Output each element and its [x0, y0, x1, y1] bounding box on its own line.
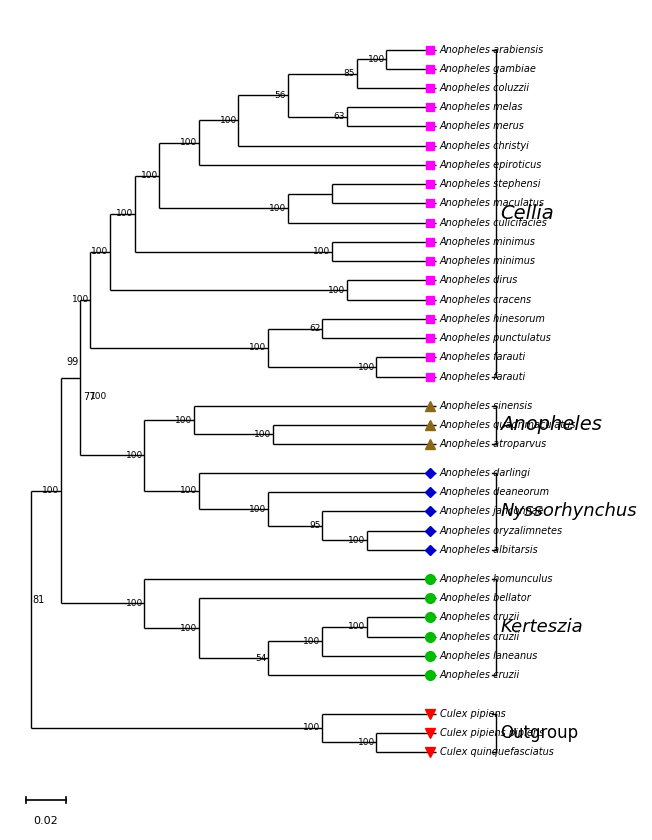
Text: Anopheles gambiae: Anopheles gambiae — [439, 64, 537, 74]
Text: Anopheles merus: Anopheles merus — [439, 122, 524, 132]
Text: 100: 100 — [348, 622, 365, 632]
Text: 56: 56 — [274, 91, 286, 100]
Text: Anopheles dirus: Anopheles dirus — [439, 276, 518, 286]
Text: Anopheles melas: Anopheles melas — [439, 102, 523, 113]
Text: 100: 100 — [303, 637, 321, 646]
Text: 100: 100 — [220, 116, 237, 125]
Text: 100: 100 — [314, 247, 331, 256]
Text: 95: 95 — [309, 522, 321, 530]
Text: 77: 77 — [83, 392, 95, 402]
Text: Culex pipiens: Culex pipiens — [439, 708, 505, 718]
Text: Culex pipiens pipiens: Culex pipiens pipiens — [439, 727, 544, 738]
Text: Anopheles farauti: Anopheles farauti — [439, 353, 526, 362]
Text: Anopheles cruzii: Anopheles cruzii — [439, 632, 520, 642]
Text: Anopheles punctulatus: Anopheles punctulatus — [439, 333, 552, 344]
Text: Anopheles coluzzii: Anopheles coluzzii — [439, 83, 529, 93]
Text: 100: 100 — [116, 209, 133, 218]
Text: Anopheles janconnae: Anopheles janconnae — [439, 507, 544, 517]
Text: 54: 54 — [255, 654, 267, 663]
Text: Anopheles epiroticus: Anopheles epiroticus — [439, 160, 542, 170]
Text: Anopheles cruzii: Anopheles cruzii — [439, 612, 520, 622]
Text: Anopheles sinensis: Anopheles sinensis — [439, 401, 533, 411]
Text: 81: 81 — [32, 595, 44, 605]
Text: 99: 99 — [67, 357, 79, 367]
Text: Anopheles minimus: Anopheles minimus — [439, 237, 535, 247]
Text: 85: 85 — [344, 69, 355, 78]
Text: Anopheles bellator: Anopheles bellator — [439, 593, 531, 603]
Text: Anopheles quadrimaculatus: Anopheles quadrimaculatus — [439, 420, 576, 430]
Text: 63: 63 — [334, 113, 346, 121]
Text: Anopheles hinesorum: Anopheles hinesorum — [439, 314, 546, 324]
Text: Kerteszia: Kerteszia — [500, 618, 583, 636]
Text: 100: 100 — [303, 723, 321, 732]
Text: Anopheles cruzii: Anopheles cruzii — [439, 670, 520, 680]
Text: Anopheles homunculus: Anopheles homunculus — [439, 574, 553, 584]
Text: Culex quinquefasciatus: Culex quinquefasciatus — [439, 747, 554, 757]
Text: Anopheles atroparvus: Anopheles atroparvus — [439, 439, 547, 449]
Text: 100: 100 — [180, 139, 198, 147]
Text: Anopheles darlingi: Anopheles darlingi — [439, 468, 531, 478]
Text: Anopheles christyi: Anopheles christyi — [439, 141, 529, 150]
Text: 100: 100 — [141, 171, 158, 180]
Text: Anopheles laneanus: Anopheles laneanus — [439, 651, 538, 661]
Text: 100: 100 — [175, 416, 192, 424]
Text: 100: 100 — [368, 55, 385, 64]
Text: 100: 100 — [90, 392, 108, 402]
Text: 100: 100 — [126, 599, 143, 608]
Text: 100: 100 — [249, 505, 267, 513]
Text: Nyssorhynchus: Nyssorhynchus — [500, 502, 637, 521]
Text: Anopheles stephensi: Anopheles stephensi — [439, 179, 541, 189]
Text: Anopheles arabiensis: Anopheles arabiensis — [439, 45, 544, 55]
Text: 100: 100 — [249, 344, 267, 352]
Text: Cellia: Cellia — [500, 203, 554, 223]
Text: 100: 100 — [358, 738, 375, 747]
Text: 100: 100 — [254, 430, 271, 439]
Text: Anopheles cracens: Anopheles cracens — [439, 295, 532, 305]
Text: 100: 100 — [358, 363, 375, 371]
Text: Anopheles deaneorum: Anopheles deaneorum — [439, 487, 550, 497]
Text: Anopheles culicifacies: Anopheles culicifacies — [439, 218, 548, 228]
Text: 100: 100 — [348, 536, 365, 545]
Text: Anopheles albitarsis: Anopheles albitarsis — [439, 545, 539, 555]
Text: 100: 100 — [180, 623, 198, 633]
Text: Outgroup: Outgroup — [500, 724, 578, 742]
Text: Anopheles minimus: Anopheles minimus — [439, 256, 535, 266]
Text: 100: 100 — [126, 451, 143, 460]
Text: 100: 100 — [91, 247, 108, 256]
Text: 0.02: 0.02 — [33, 816, 58, 826]
Text: 62: 62 — [309, 324, 321, 333]
Text: 100: 100 — [72, 296, 89, 304]
Text: Anopheles farauti: Anopheles farauti — [439, 371, 526, 381]
Text: 100: 100 — [269, 204, 286, 213]
Text: 100: 100 — [42, 486, 59, 495]
Text: 100: 100 — [328, 286, 346, 295]
Text: 100: 100 — [180, 486, 198, 496]
Text: Anopheles maculatus: Anopheles maculatus — [439, 198, 544, 208]
Text: Anopheles oryzalimnetes: Anopheles oryzalimnetes — [439, 526, 563, 536]
Text: Anopheles: Anopheles — [500, 415, 602, 434]
